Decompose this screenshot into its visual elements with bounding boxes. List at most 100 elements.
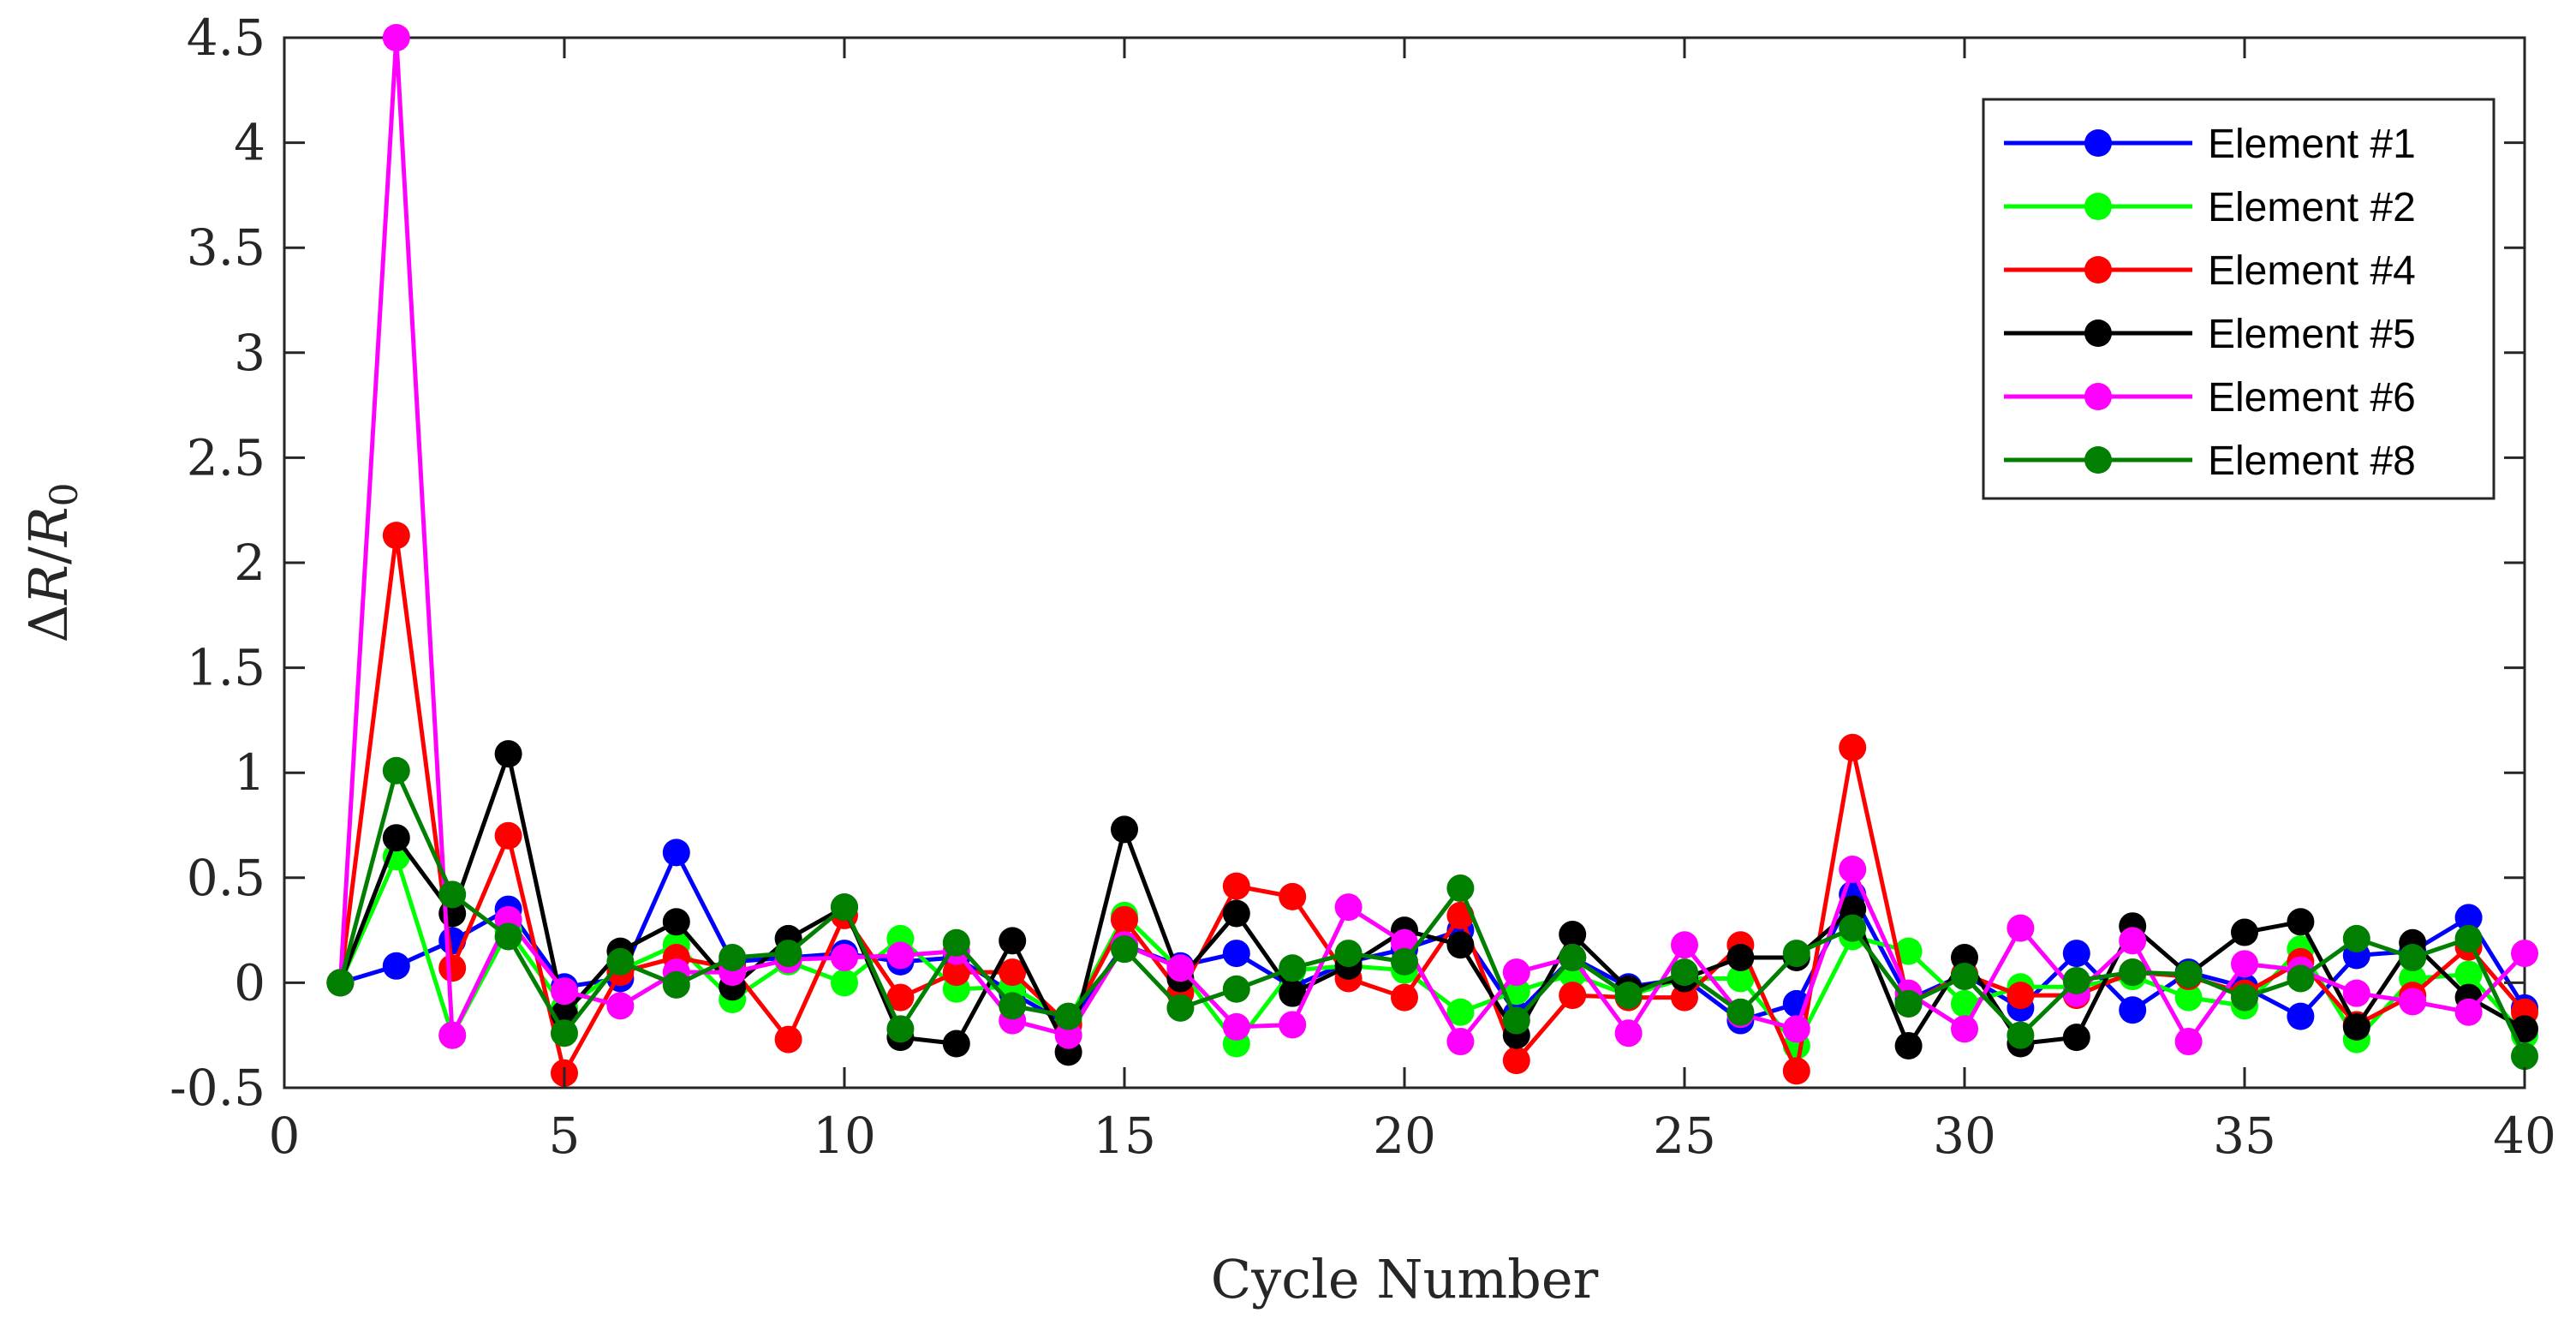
data-point bbox=[1559, 982, 1587, 1010]
data-point bbox=[382, 756, 410, 785]
data-point bbox=[606, 947, 635, 976]
data-point bbox=[1391, 983, 1418, 1012]
data-point bbox=[999, 992, 1027, 1020]
legend-marker bbox=[2084, 319, 2112, 347]
data-point bbox=[774, 940, 802, 968]
data-point bbox=[1839, 855, 1867, 883]
data-point bbox=[2174, 983, 2203, 1012]
series-line bbox=[338, 751, 2526, 1054]
data-point bbox=[1334, 893, 1363, 922]
x-tick-label: 20 bbox=[1373, 1107, 1436, 1165]
data-point bbox=[2231, 983, 2258, 1012]
legend-label: Element #2 bbox=[2208, 185, 2416, 230]
data-point bbox=[999, 927, 1027, 955]
data-point bbox=[382, 522, 410, 550]
data-point bbox=[942, 958, 970, 987]
y-tick-label: 0.5 bbox=[187, 849, 265, 907]
y-tick-label: 4 bbox=[234, 114, 265, 172]
data-point bbox=[1951, 963, 1978, 991]
legend-marker bbox=[2084, 383, 2112, 410]
data-point bbox=[1839, 895, 1867, 923]
data-point bbox=[1054, 1002, 1082, 1030]
data-point bbox=[2399, 988, 2427, 1016]
data-point bbox=[1782, 1015, 1810, 1043]
legend: Element #1 Element #2 Element #4 Element #5… bbox=[1982, 98, 2496, 500]
data-point bbox=[1671, 958, 1698, 987]
data-point bbox=[942, 928, 970, 957]
y-axis-title-delta: Δ bbox=[17, 605, 80, 643]
data-point bbox=[1502, 958, 1530, 987]
data-point bbox=[2119, 958, 2147, 987]
data-point bbox=[1279, 954, 1307, 982]
data-point bbox=[1671, 931, 1698, 959]
data-point bbox=[1614, 1019, 1643, 1048]
data-point bbox=[1111, 815, 1138, 844]
y-tick-label: 2.5 bbox=[187, 428, 265, 486]
data-point bbox=[2119, 996, 2147, 1024]
data-point bbox=[1222, 899, 1250, 928]
data-point bbox=[1446, 998, 1475, 1026]
data-point bbox=[2511, 940, 2538, 968]
y-tick-label: 3 bbox=[234, 324, 265, 382]
y-tick-label: -0.5 bbox=[170, 1059, 265, 1117]
y-tick-label: 4.5 bbox=[187, 9, 265, 67]
data-point bbox=[1222, 975, 1250, 1003]
data-point bbox=[1279, 882, 1307, 910]
data-point bbox=[494, 821, 522, 850]
data-point bbox=[1111, 935, 1138, 964]
y-axis-title-slash: / bbox=[17, 546, 80, 564]
data-point bbox=[1559, 921, 1587, 949]
data-point bbox=[382, 952, 410, 980]
y-axis-title: ΔR/R0 bbox=[17, 482, 86, 642]
data-point bbox=[1671, 983, 1698, 1012]
data-point bbox=[494, 922, 522, 951]
data-point bbox=[1166, 954, 1195, 982]
data-point bbox=[719, 943, 747, 971]
data-point bbox=[1502, 977, 1530, 1006]
data-point bbox=[2174, 960, 2203, 988]
series-line bbox=[337, 768, 2527, 1058]
y-tick-label: 1 bbox=[234, 743, 265, 802]
data-point bbox=[2062, 966, 2090, 994]
data-point bbox=[2007, 982, 2035, 1010]
data-point bbox=[1726, 998, 1755, 1026]
y-tick-label: 3.5 bbox=[187, 218, 265, 277]
data-point bbox=[382, 824, 410, 852]
x-tick-label: 0 bbox=[269, 1107, 301, 1165]
data-point bbox=[1839, 733, 1867, 761]
y-tick-label: 0 bbox=[234, 953, 265, 1012]
data-point bbox=[1726, 964, 1755, 993]
data-point bbox=[2287, 964, 2315, 993]
x-tick-label: 30 bbox=[1933, 1107, 1996, 1165]
data-point bbox=[2342, 924, 2370, 952]
x-tick-label: 5 bbox=[549, 1107, 581, 1165]
data-point bbox=[1279, 1011, 1307, 1039]
data-point bbox=[1782, 940, 1810, 968]
data-point bbox=[1951, 943, 1978, 971]
data-point bbox=[1446, 931, 1475, 959]
data-point bbox=[2119, 927, 2147, 955]
data-point bbox=[942, 1030, 970, 1058]
legend-label: Element #4 bbox=[2208, 248, 2416, 294]
data-point bbox=[999, 958, 1027, 987]
data-point bbox=[2454, 960, 2483, 988]
data-point bbox=[382, 24, 410, 51]
data-point bbox=[662, 839, 690, 867]
legend-marker bbox=[2084, 446, 2112, 474]
data-point bbox=[886, 941, 915, 970]
legend-label: Element #6 bbox=[2208, 375, 2416, 421]
x-tick-label: 25 bbox=[1653, 1107, 1716, 1165]
data-point bbox=[1166, 994, 1195, 1022]
legend-marker bbox=[2084, 256, 2112, 284]
y-axis-title-var: R bbox=[17, 564, 80, 606]
data-point bbox=[1054, 1021, 1082, 1049]
data-point bbox=[1839, 914, 1867, 942]
data-point bbox=[2231, 950, 2258, 978]
legend-label: Element #1 bbox=[2208, 122, 2416, 167]
y-tick-label: 1.5 bbox=[187, 639, 265, 697]
data-point bbox=[1222, 940, 1250, 968]
data-point bbox=[774, 1025, 802, 1053]
data-point bbox=[438, 954, 467, 982]
y-tick-label: 2 bbox=[234, 534, 265, 592]
